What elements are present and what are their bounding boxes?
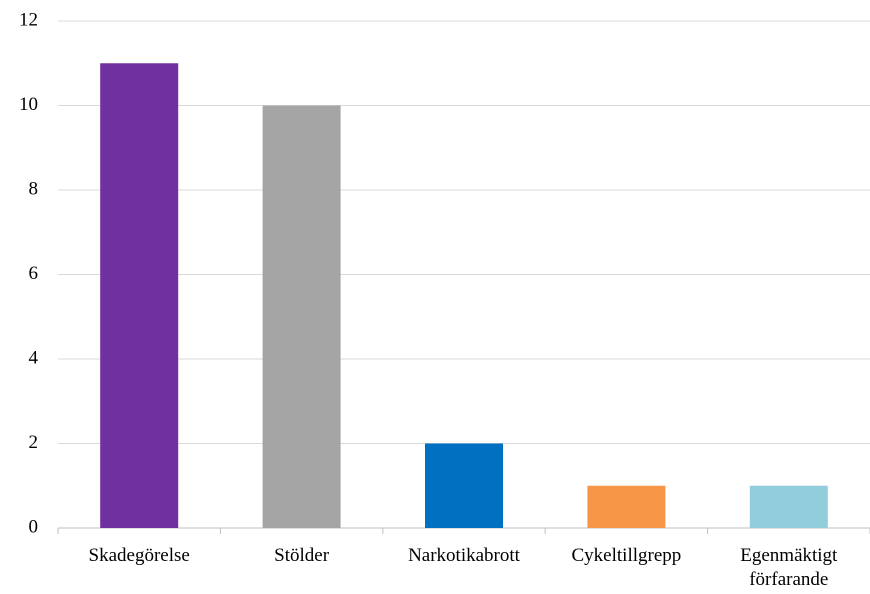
bar bbox=[749, 485, 828, 528]
x-tick-label: Narkotikabrott bbox=[408, 545, 520, 566]
bar bbox=[425, 443, 503, 528]
y-tick-label: 4 bbox=[29, 347, 39, 368]
y-tick-label: 8 bbox=[29, 178, 39, 199]
y-tick-label: 6 bbox=[29, 263, 39, 284]
y-tick-label: 10 bbox=[19, 94, 38, 115]
x-tick-label: Egenmäktigt förfarande bbox=[740, 545, 838, 590]
bar bbox=[587, 485, 666, 528]
x-tick-label: Skadegörelse bbox=[88, 545, 190, 566]
x-tick-label: Stölder bbox=[274, 545, 330, 566]
bar bbox=[100, 63, 179, 528]
y-tick-label: 0 bbox=[29, 516, 39, 537]
bar bbox=[262, 105, 341, 528]
y-tick-label: 12 bbox=[19, 9, 38, 30]
x-tick-label: Cykeltillgrepp bbox=[571, 545, 682, 566]
y-tick-label: 2 bbox=[29, 432, 39, 453]
